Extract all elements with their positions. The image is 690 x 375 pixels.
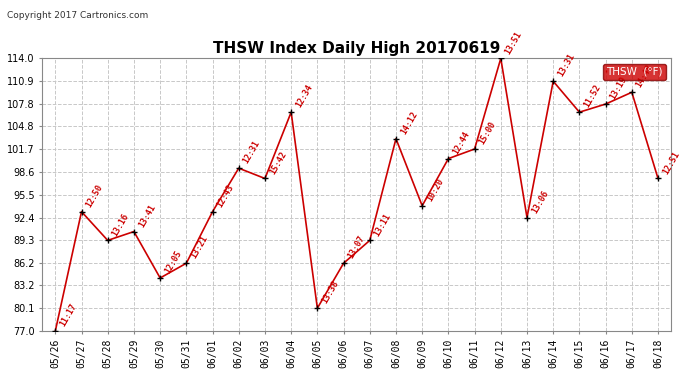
- Text: 13:21: 13:21: [189, 234, 209, 261]
- Text: 12:51: 12:51: [661, 150, 681, 176]
- Text: 15:00: 15:00: [477, 120, 497, 146]
- Text: 11:17: 11:17: [58, 302, 79, 328]
- Text: 13:31: 13:31: [556, 52, 576, 78]
- Text: 12:31: 12:31: [241, 139, 262, 165]
- Legend: THSW  (°F): THSW (°F): [603, 64, 666, 80]
- Text: 12:44: 12:44: [451, 130, 471, 156]
- Text: 13:07: 13:07: [346, 234, 366, 261]
- Text: 14:48: 14:48: [635, 63, 655, 90]
- Text: 13:11: 13:11: [373, 211, 393, 238]
- Text: Copyright 2017 Cartronics.com: Copyright 2017 Cartronics.com: [7, 11, 148, 20]
- Text: 13:16: 13:16: [110, 211, 131, 238]
- Title: THSW Index Daily High 20170619: THSW Index Daily High 20170619: [213, 41, 500, 56]
- Text: 14:12: 14:12: [399, 110, 419, 136]
- Text: 10:20: 10:20: [425, 177, 445, 203]
- Text: 12:43: 12:43: [215, 183, 235, 209]
- Text: 12:50: 12:50: [84, 183, 105, 209]
- Text: 11:52: 11:52: [582, 83, 602, 110]
- Text: 12:34: 12:34: [294, 83, 314, 110]
- Text: 15:42: 15:42: [268, 150, 288, 176]
- Text: 13:51: 13:51: [504, 30, 524, 56]
- Text: 13:41: 13:41: [137, 202, 157, 229]
- Text: 13:19: 13:19: [609, 75, 629, 101]
- Text: 13:06: 13:06: [530, 189, 550, 215]
- Text: 13:38: 13:38: [320, 279, 340, 305]
- Text: 12:05: 12:05: [163, 249, 184, 275]
